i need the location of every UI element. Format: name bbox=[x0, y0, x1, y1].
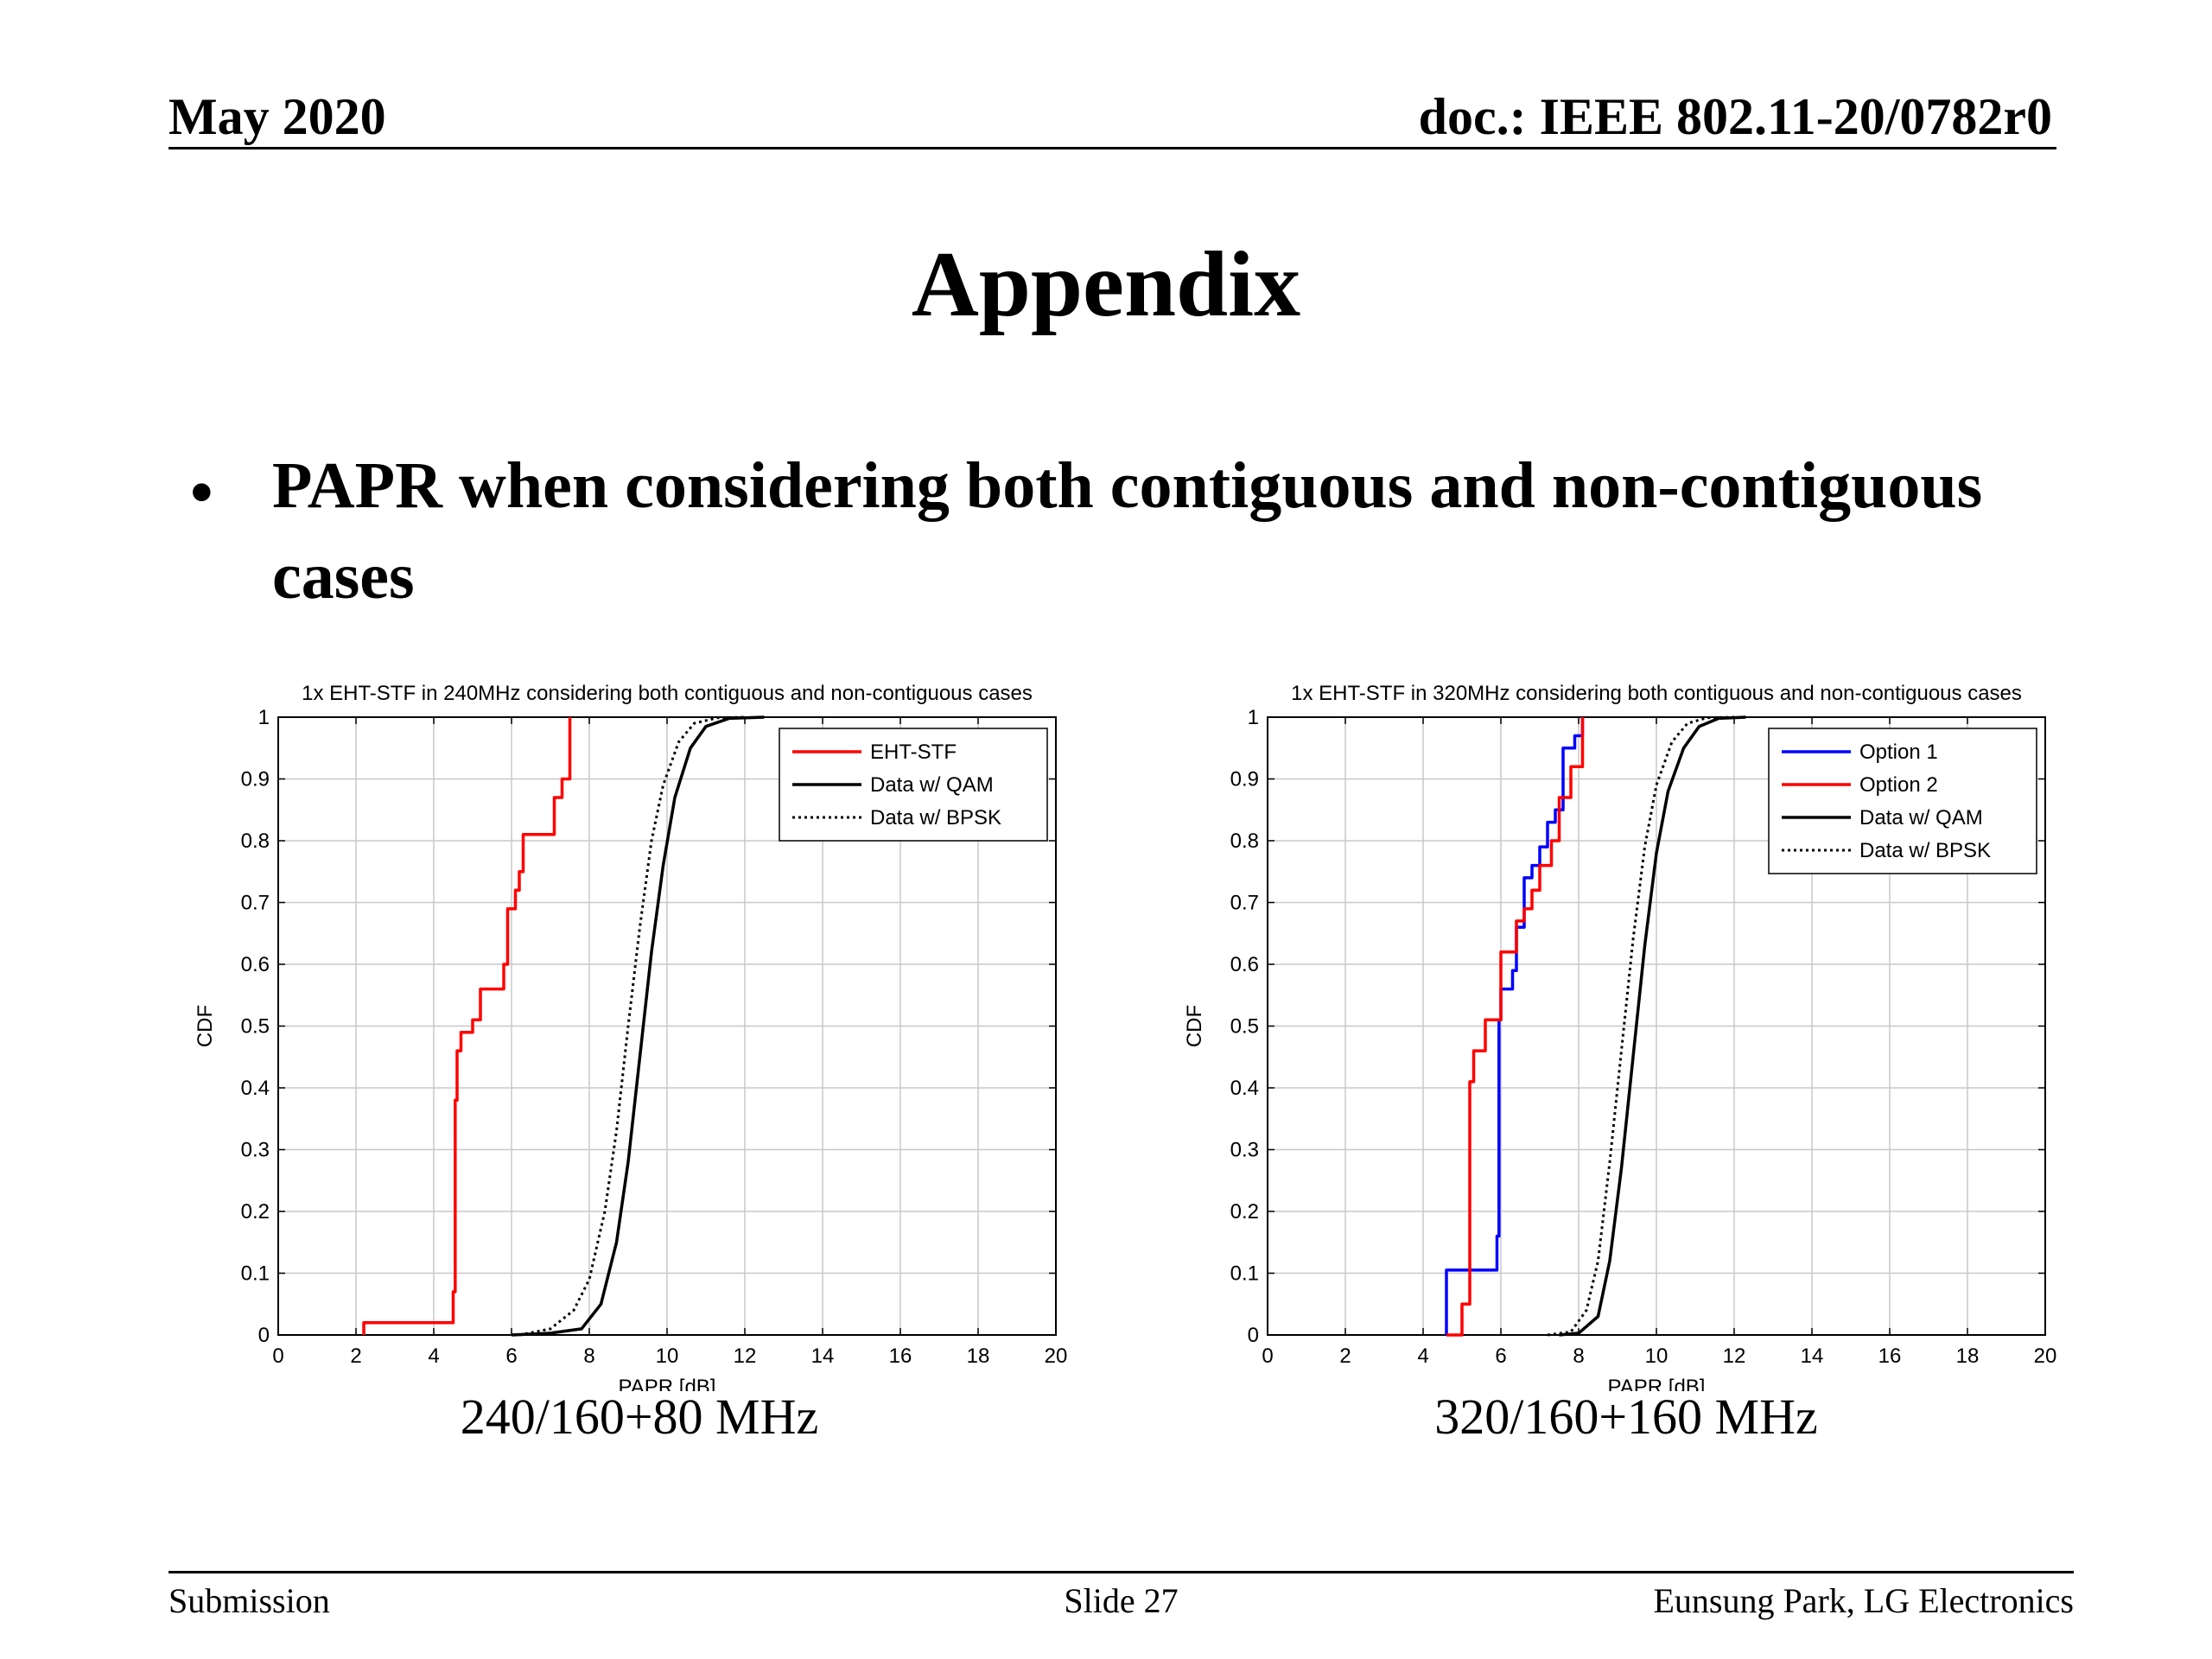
x-tick-label: 16 bbox=[1878, 1344, 1902, 1368]
header-doc-id: doc.: IEEE 802.11-20/0782r0 bbox=[1418, 88, 2052, 145]
legend-label: Option 2 bbox=[1859, 773, 1938, 797]
legend-label: Data w/ BPSK bbox=[870, 806, 1001, 830]
chart-240mhz-svg: 1x EHT-STF in 240MHz considering both co… bbox=[194, 682, 1068, 1391]
plot-frame bbox=[1267, 716, 2046, 1336]
x-tick-label: 4 bbox=[428, 1344, 439, 1368]
y-tick-label: 0.7 bbox=[1230, 892, 1259, 915]
y-tick-label: 0.4 bbox=[1230, 1077, 1259, 1100]
y-tick-label: 0.4 bbox=[241, 1077, 270, 1100]
series-line-option-1 bbox=[1445, 717, 1585, 1335]
plot-frame bbox=[277, 716, 1057, 1336]
header-rule bbox=[168, 147, 2056, 149]
chart-240mhz: 1x EHT-STF in 240MHz considering both co… bbox=[186, 657, 1076, 1391]
y-tick-label: 0.9 bbox=[1230, 768, 1259, 791]
x-tick-label: 6 bbox=[1495, 1344, 1506, 1368]
bullet-marker: • bbox=[190, 456, 213, 529]
x-tick-label: 16 bbox=[889, 1344, 912, 1368]
y-tick-label: 0.3 bbox=[241, 1139, 270, 1162]
y-tick-label: 0.6 bbox=[1230, 953, 1259, 976]
y-tick-label: 0.1 bbox=[1230, 1262, 1259, 1286]
legend-label: Data w/ QAM bbox=[870, 773, 994, 797]
x-tick-label: 20 bbox=[2034, 1344, 2057, 1368]
x-tick-label: 0 bbox=[1262, 1344, 1273, 1368]
footer-slide-number: Slide 27 bbox=[1064, 1581, 1179, 1620]
series-line-eht-stf bbox=[362, 717, 572, 1335]
x-tick-label: 14 bbox=[811, 1344, 835, 1368]
footer-author: Eunsung Park, LG Electronics bbox=[1653, 1581, 2074, 1620]
x-tick-label: 10 bbox=[1645, 1344, 1669, 1368]
x-tick-label: 14 bbox=[1801, 1344, 1824, 1368]
x-tick-label: 18 bbox=[967, 1344, 990, 1368]
series-line-data-w-bpsk bbox=[1547, 715, 1735, 1337]
x-tick-label: 2 bbox=[1339, 1344, 1351, 1368]
y-tick-label: 0.3 bbox=[1230, 1139, 1259, 1162]
y-tick-label: 0 bbox=[258, 1324, 270, 1347]
x-tick-label: 6 bbox=[505, 1344, 517, 1368]
x-tick-label: 0 bbox=[272, 1344, 283, 1368]
caption-240mhz: 240/160+80 MHz bbox=[460, 1389, 819, 1445]
x-tick-label: 12 bbox=[734, 1344, 757, 1368]
series-line-option-2 bbox=[1446, 717, 1585, 1337]
slide-title: Appendix bbox=[911, 233, 1301, 336]
y-tick-label: 0.5 bbox=[241, 1015, 270, 1039]
x-tick-label: 12 bbox=[1723, 1344, 1746, 1368]
footer-rule bbox=[168, 1571, 2074, 1573]
series-line-data-w-qam bbox=[1559, 715, 1746, 1337]
x-tick-label: 8 bbox=[1573, 1344, 1584, 1368]
header-date: May 2020 bbox=[168, 88, 386, 145]
x-axis-label: PAPR [dB] bbox=[619, 1376, 716, 1391]
series-line-data-w-bpsk bbox=[518, 715, 746, 1337]
footer-submission: Submission bbox=[168, 1581, 330, 1620]
series-line-data-w-qam bbox=[511, 715, 765, 1337]
chart-320mhz: 1x EHT-STF in 320MHz considering both co… bbox=[1175, 657, 2065, 1391]
y-tick-label: 0.8 bbox=[241, 830, 270, 853]
y-tick-label: 0.1 bbox=[241, 1262, 270, 1286]
legend-label: Data w/ QAM bbox=[1859, 806, 1983, 830]
x-tick-label: 20 bbox=[1045, 1344, 1068, 1368]
chart-320mhz-svg: 1x EHT-STF in 320MHz considering both co… bbox=[1183, 682, 2057, 1391]
x-axis-label: PAPR [dB] bbox=[1608, 1376, 1706, 1391]
x-tick-label: 2 bbox=[350, 1344, 361, 1368]
y-tick-label: 1 bbox=[258, 706, 270, 729]
y-tick-label: 0.2 bbox=[241, 1200, 270, 1224]
y-tick-label: 0.5 bbox=[1230, 1015, 1259, 1039]
x-tick-label: 18 bbox=[1956, 1344, 1980, 1368]
y-tick-label: 0.9 bbox=[241, 768, 270, 791]
x-tick-label: 10 bbox=[656, 1344, 679, 1368]
legend-label: EHT-STF bbox=[870, 741, 957, 764]
y-axis-label: CDF bbox=[194, 1005, 217, 1047]
x-tick-label: 8 bbox=[583, 1344, 594, 1368]
legend-label: Data w/ BPSK bbox=[1859, 839, 1991, 862]
y-axis-label: CDF bbox=[1183, 1005, 1206, 1047]
y-tick-label: 0.2 bbox=[1230, 1200, 1259, 1224]
y-tick-label: 0.6 bbox=[241, 953, 270, 976]
caption-320mhz: 320/160+160 MHz bbox=[1434, 1389, 1818, 1445]
bullet-text: PAPR when considering both contiguous an… bbox=[272, 449, 1983, 613]
y-tick-label: 0.7 bbox=[241, 892, 270, 915]
chart-title: 1x EHT-STF in 240MHz considering both co… bbox=[302, 682, 1033, 705]
y-tick-label: 0.8 bbox=[1230, 830, 1259, 853]
x-tick-label: 4 bbox=[1417, 1344, 1428, 1368]
legend-label: Option 1 bbox=[1859, 741, 1938, 764]
y-tick-label: 0 bbox=[1248, 1324, 1259, 1347]
chart-title: 1x EHT-STF in 320MHz considering both co… bbox=[1291, 682, 2022, 705]
y-tick-label: 1 bbox=[1248, 706, 1259, 729]
